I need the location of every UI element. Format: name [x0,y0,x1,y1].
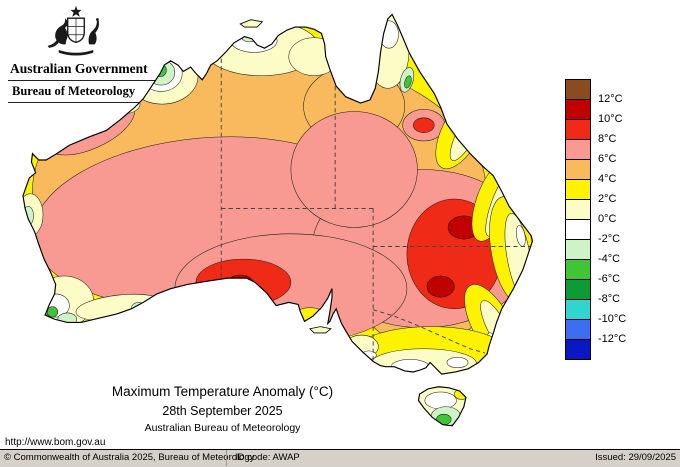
legend-swatch [565,199,591,220]
legend-label: -4°C [598,253,621,265]
kangaroo-island [309,326,332,334]
legend-swatch [565,119,591,140]
legend-swatch [565,139,591,160]
legend-swatch [565,99,591,120]
map-title: Maximum Temperature Anomaly (°C) [111,384,334,399]
map-titles: Maximum Temperature Anomaly (°C) 28th Se… [0,384,445,434]
legend: 12°C 10°C 8°C 6°C 4°C 2°C 0°C -2°C -4°C -6°C -8°C -… [565,79,637,363]
legend-swatch [565,79,591,100]
legend-label: 4°C [598,173,617,185]
legend-label: 8°C [598,133,617,145]
legend-swatch [565,219,591,240]
legend-label: 6°C [598,153,617,165]
bom-url[interactable]: http://www.bom.gov.au [5,437,106,448]
crest-scroll [58,49,94,56]
map-date: 28th September 2025 [162,404,283,418]
issued-text: Issued: 29/09/2025 [595,452,676,463]
id-code-text: ID code: AWAP [226,450,300,466]
legend-swatch [565,179,591,200]
legend-swatch [565,159,591,180]
legend-label: 0°C [598,213,617,225]
legend-label: -10°C [598,313,627,325]
kangaroo-tail [47,38,60,48]
government-title: Australian Government [10,61,148,76]
melville-island [239,19,264,28]
legend-label: 2°C [598,193,617,205]
australia-map [22,13,534,427]
header-divider-top [8,80,220,81]
kangaroo-icon [55,18,68,45]
legend-label: 12°C [598,93,623,105]
coat-of-arms [47,5,99,56]
legend-label: -8°C [598,293,621,305]
header: Australian Government Bureau of Meteorol… [8,4,220,106]
legend-swatches [565,79,637,360]
crest-star-icon [70,5,82,17]
footer-bar: © Commonwealth of Australia 2025, Bureau… [0,449,680,467]
legend-label: -2°C [598,233,621,245]
crest-shield-quarters [67,18,85,43]
state-borders [220,58,531,362]
anomaly-regions [22,14,533,375]
legend-swatch [565,239,591,260]
bureau-title: Bureau of Meteorology [12,84,136,98]
emu-head [96,18,99,21]
legend-swatch [565,259,591,280]
map-source: Australian Bureau of Meteorology [144,422,301,434]
copyright-text: © Commonwealth of Australia 2025, Bureau… [4,452,255,463]
header-divider-bottom [8,102,220,103]
legend-label: -12°C [598,333,627,345]
coastline [22,13,534,427]
legend-swatch [565,339,591,360]
legend-label: -6°C [598,273,621,285]
legend-swatch [565,299,591,320]
legend-swatch [565,319,591,340]
map-container [0,6,548,430]
emu-icon [88,18,99,45]
legend-label: 10°C [598,113,623,125]
legend-swatch [565,279,591,300]
